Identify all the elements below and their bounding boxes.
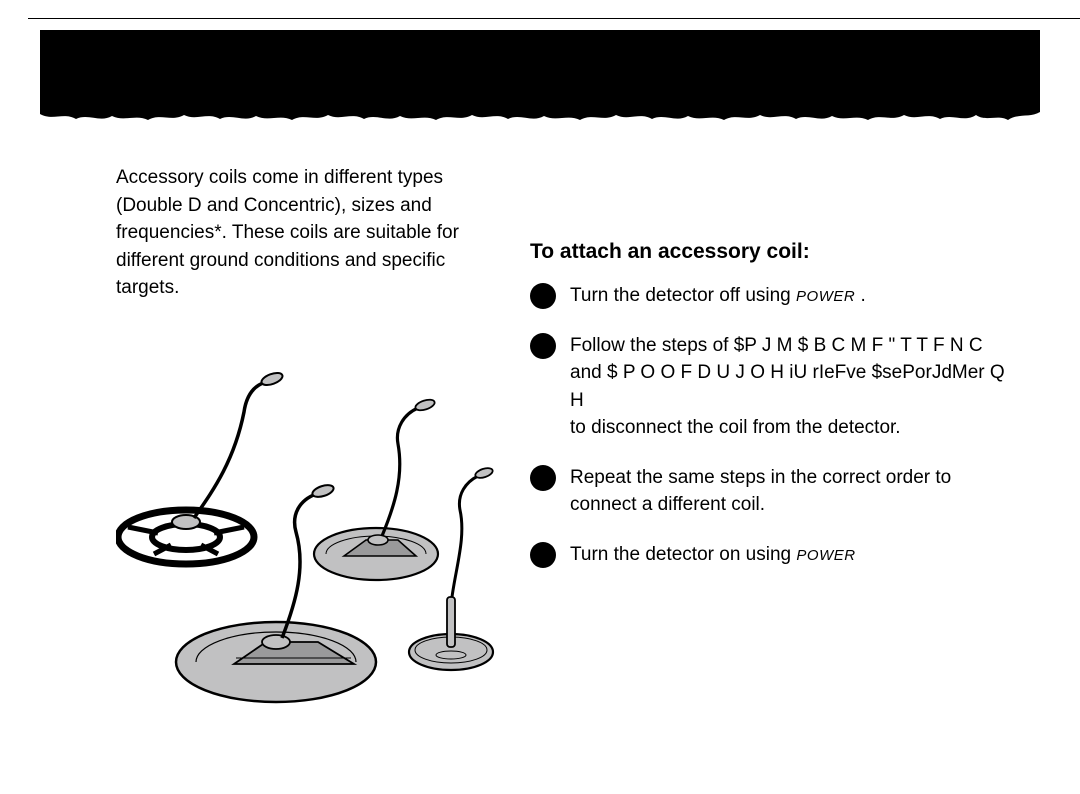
left-column: Accessory coils come in different types … xyxy=(0,164,500,747)
content-area: Accessory coils come in different types … xyxy=(0,164,1080,747)
step-1-post: . xyxy=(855,285,866,306)
step-1: Turn the detector off using POWER . xyxy=(530,282,1020,310)
bullet-icon xyxy=(530,283,556,309)
coil-large-dd xyxy=(176,483,376,702)
step-2-line1: Follow the steps of $P J M $ B C M F " T… xyxy=(570,335,983,356)
coil-open-concentric xyxy=(118,370,284,563)
banner xyxy=(40,30,1040,108)
coils-illustration xyxy=(116,342,496,742)
step-4-pre: Turn the detector on using xyxy=(570,544,796,565)
bullet-icon xyxy=(530,333,556,359)
step-3: Repeat the same steps in the correct ord… xyxy=(530,464,1020,519)
bullet-icon xyxy=(530,542,556,568)
step-2-text: Follow the steps of $P J M $ B C M F " T… xyxy=(570,332,1020,442)
step-2-line3: to disconnect the coil from the detector… xyxy=(570,417,901,438)
bullet-icon xyxy=(530,465,556,491)
step-4-text: Turn the detector on using POWER xyxy=(570,541,856,569)
steps-list: Turn the detector off using POWER . Foll… xyxy=(530,282,1020,568)
right-column: To attach an accessory coil: Turn the de… xyxy=(500,164,1080,747)
step-3-text: Repeat the same steps in the correct ord… xyxy=(570,464,1020,519)
top-rule xyxy=(0,18,1080,19)
torn-edge xyxy=(40,106,1040,128)
section-heading: To attach an accessory coil: xyxy=(530,240,1020,264)
step-2-line2: and $ P O O F D U J O H iU rIeFve $sePor… xyxy=(570,362,1005,411)
top-rule-gap xyxy=(0,18,28,20)
step-1-text: Turn the detector off using POWER . xyxy=(570,282,866,310)
power-label: POWER xyxy=(796,288,855,305)
step-1-pre: Turn the detector off using xyxy=(570,285,796,306)
step-4: Turn the detector on using POWER xyxy=(530,541,1020,569)
intro-text: Accessory coils come in different types … xyxy=(116,164,460,302)
step-2: Follow the steps of $P J M $ B C M F " T… xyxy=(530,332,1020,442)
power-label: POWER xyxy=(796,547,855,564)
